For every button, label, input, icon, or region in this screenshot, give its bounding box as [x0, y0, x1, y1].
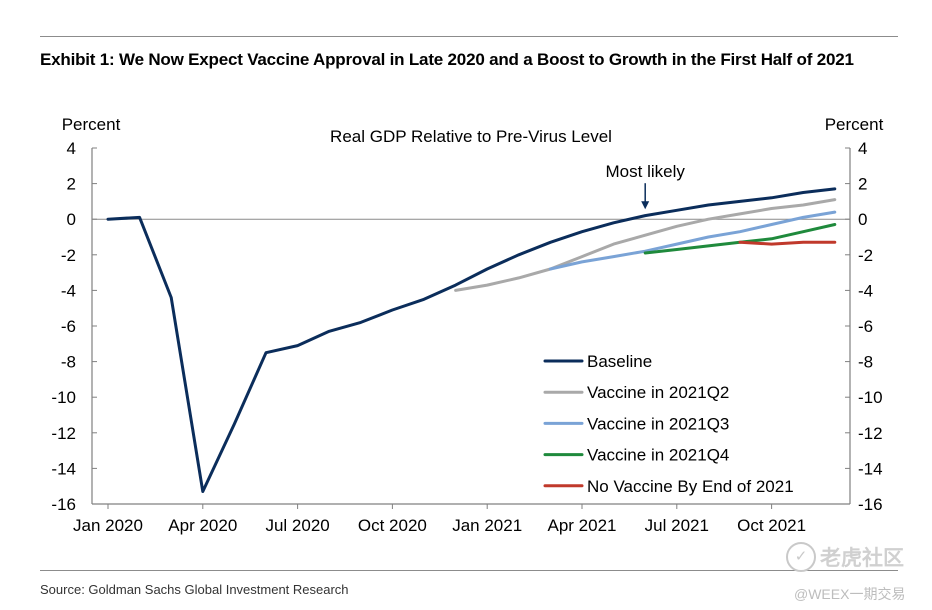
y-tick-label-left: -6 — [61, 317, 76, 336]
y-tick-label-left: -2 — [61, 246, 76, 265]
x-tick-label: Jan 2020 — [73, 516, 143, 535]
y-tick-label-right: 4 — [858, 139, 867, 158]
legend-label: Vaccine in 2021Q4 — [587, 446, 729, 465]
y-tick-label-right: 0 — [858, 210, 867, 229]
y-tick-label-right: -2 — [858, 246, 873, 265]
y-tick-label-left: 2 — [67, 175, 76, 194]
y-tick-label-right: -14 — [858, 459, 883, 478]
y-tick-label-left: -8 — [61, 353, 76, 372]
series-line-baseline — [106, 187, 837, 493]
legend-label: Vaccine in 2021Q3 — [587, 414, 729, 433]
legend-label: Vaccine in 2021Q2 — [587, 383, 729, 402]
watermark-logo-icon: ✓ — [786, 542, 816, 572]
axis-ticks: 4 4 2 2 0 0 -2 -2 -4 -4 -6 -6 -8 -8 -10 -10 -12 -12 -14 -14… — [51, 139, 882, 535]
x-tick-label: Jan 2021 — [452, 516, 522, 535]
annotation-label: Most likely — [606, 162, 686, 181]
exhibit-title: Exhibit 1: We Now Expect Vaccine Approva… — [40, 50, 854, 69]
y-tick-label-left: 4 — [67, 139, 76, 158]
x-tick-label: Apr 2020 — [168, 516, 237, 535]
source-note: Source: Goldman Sachs Global Investment … — [40, 582, 349, 597]
bottom-rule — [40, 570, 898, 571]
x-tick-label: Jul 2020 — [265, 516, 329, 535]
x-tick-label: Oct 2020 — [358, 516, 427, 535]
y-tick-label-right: -8 — [858, 353, 873, 372]
top-rule — [40, 36, 898, 37]
watermark: ✓ 老虎社区 @WEEX一期交易 — [784, 540, 924, 610]
x-tick-label: Oct 2021 — [737, 516, 806, 535]
series-line-vaccine-in-2021q3 — [548, 210, 837, 271]
y-tick-label-left: 0 — [67, 210, 76, 229]
gdp-chart: 4 4 2 2 0 0 -2 -2 -4 -4 -6 -6 -8 -8 -10 -10 -12 -12 -14 -14… — [51, 115, 884, 535]
y-tick-label-right: -4 — [858, 281, 873, 300]
most-likely-annotation: Most likely — [606, 162, 686, 210]
series-layer — [106, 187, 837, 493]
legend: Baseline Vaccine in 2021Q2 Vaccine in 2021… — [543, 352, 794, 496]
watermark-handle: @WEEX一期交易 — [794, 586, 906, 602]
y-tick-label-right: -16 — [858, 495, 883, 514]
watermark-platform: 老虎社区 — [820, 547, 904, 570]
y-axis-label-left: Percent — [62, 115, 121, 134]
y-tick-label-left: -4 — [61, 281, 76, 300]
y-axis-label-right: Percent — [825, 115, 884, 134]
x-tick-label: Jul 2021 — [645, 516, 709, 535]
y-tick-label-right: 2 — [858, 175, 867, 194]
y-tick-label-left: -14 — [51, 459, 76, 478]
series-line-vaccine-in-2021q2 — [454, 198, 837, 292]
chart-title: Real GDP Relative to Pre-Virus Level — [330, 127, 612, 146]
legend-label: No Vaccine By End of 2021 — [587, 477, 794, 496]
y-tick-label-left: -12 — [51, 424, 76, 443]
x-tick-label: Apr 2021 — [548, 516, 617, 535]
y-tick-label-right: -6 — [858, 317, 873, 336]
series-line-no-vaccine-by-end-of-2021 — [738, 240, 837, 246]
legend-label: Baseline — [587, 352, 652, 371]
annotation-arrow-head — [641, 201, 650, 210]
y-tick-label-right: -12 — [858, 424, 883, 443]
y-tick-label-left: -10 — [51, 388, 76, 407]
series-line-vaccine-in-2021q4 — [643, 223, 837, 255]
y-tick-label-right: -10 — [858, 388, 883, 407]
y-tick-label-left: -16 — [51, 495, 76, 514]
